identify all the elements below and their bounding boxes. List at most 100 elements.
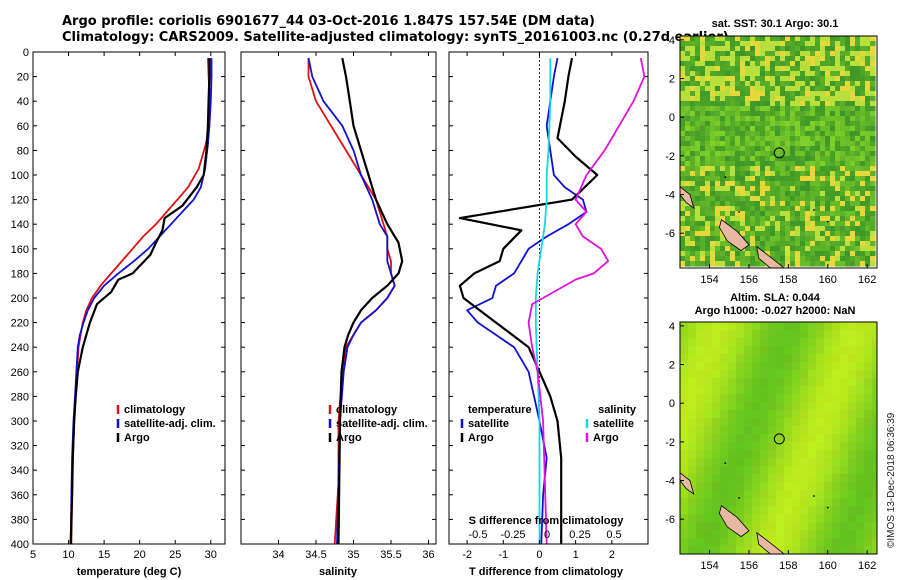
map-cell (784, 506, 793, 515)
map-cell (800, 151, 806, 157)
map-cell (820, 96, 826, 102)
map-cell (745, 51, 751, 57)
map-cell (696, 378, 705, 387)
map-cell (705, 41, 711, 47)
map-cell (740, 171, 746, 177)
map-cell (725, 181, 731, 187)
map-cell (705, 141, 711, 147)
map-cell (700, 261, 706, 267)
map-cell (745, 186, 751, 192)
map-cell (745, 71, 751, 77)
map-cell (860, 226, 866, 232)
map-cell (728, 322, 737, 331)
map-cell (840, 506, 849, 515)
map-cell (850, 136, 856, 142)
map-cell (845, 236, 851, 242)
map-cell (720, 362, 729, 371)
small-island (813, 209, 815, 211)
map-cell (785, 191, 791, 197)
map-cell (705, 236, 711, 242)
map-cell (715, 96, 721, 102)
map-cell (808, 458, 817, 467)
map-cell (800, 354, 809, 363)
map-cell (712, 394, 721, 403)
map-cell (815, 56, 821, 62)
map-cell (848, 426, 857, 435)
map-cell (795, 261, 801, 267)
map-cell (752, 426, 761, 435)
map-cell (755, 46, 761, 52)
map-cell (715, 221, 721, 227)
map-cell (685, 46, 691, 52)
map-cell (685, 91, 691, 97)
map-cell (830, 156, 836, 162)
map-cell (695, 131, 701, 137)
map-cell (785, 206, 791, 212)
x-tick-label: -2 (462, 549, 472, 561)
map-cell (740, 206, 746, 212)
map-cell (840, 91, 846, 97)
map-cell (790, 226, 796, 232)
map-cell (715, 161, 721, 167)
map-cell (845, 261, 851, 267)
map-cell (792, 466, 801, 475)
map-cell (824, 394, 833, 403)
map-cell (830, 121, 836, 127)
map-cell (810, 161, 816, 167)
map-cell (715, 151, 721, 157)
map-cell (870, 231, 876, 237)
map-cell (715, 191, 721, 197)
map-cell (840, 216, 846, 222)
map-cell (835, 111, 841, 117)
map-cell (848, 346, 857, 355)
map-cell (856, 522, 865, 531)
map-cell (720, 196, 726, 202)
map-cell (776, 442, 785, 451)
map-cell (865, 106, 871, 112)
map-cell (752, 458, 761, 467)
map-cell (760, 498, 769, 507)
map-cell (755, 256, 761, 262)
map-cell (856, 546, 865, 554)
map-cell (855, 96, 861, 102)
map-cell (824, 402, 833, 411)
difference-panel: -2 -1 0 1 2 T difference from climatology S … (448, 51, 649, 578)
map-cell (765, 111, 771, 117)
map-cell (840, 498, 849, 507)
map-cell (712, 346, 721, 355)
map-cell (765, 66, 771, 72)
map-cell (780, 71, 786, 77)
map-cell (704, 530, 713, 539)
map-cell (752, 394, 761, 403)
map-cell (752, 378, 761, 387)
map-cell (835, 146, 841, 152)
map-cell (755, 41, 761, 47)
map-cell (725, 216, 731, 222)
map-cell (835, 166, 841, 172)
map-cell (728, 410, 737, 419)
map-cell (695, 91, 701, 97)
map-cell (790, 56, 796, 62)
map-cell (695, 86, 701, 92)
map-cell (855, 196, 861, 202)
map-cell (750, 201, 756, 207)
map-cell (685, 241, 691, 247)
map-cell (830, 231, 836, 237)
map-cell (860, 41, 866, 47)
map-cell (750, 166, 756, 172)
map-cell (845, 121, 851, 127)
map-cell (850, 151, 856, 157)
map-cell (800, 226, 806, 232)
map-cell (735, 166, 741, 172)
map-cell (696, 458, 705, 467)
map-cell (800, 81, 806, 87)
map-cell (830, 61, 836, 67)
salinity-diff-legend: salinity satellite Argo (585, 404, 637, 444)
map-cell (865, 226, 871, 232)
map-cell (856, 330, 865, 339)
map-cell (870, 81, 876, 87)
map-cell (680, 506, 689, 515)
map-cell (835, 106, 841, 112)
map-cell (745, 121, 751, 127)
map-cell (768, 418, 777, 427)
